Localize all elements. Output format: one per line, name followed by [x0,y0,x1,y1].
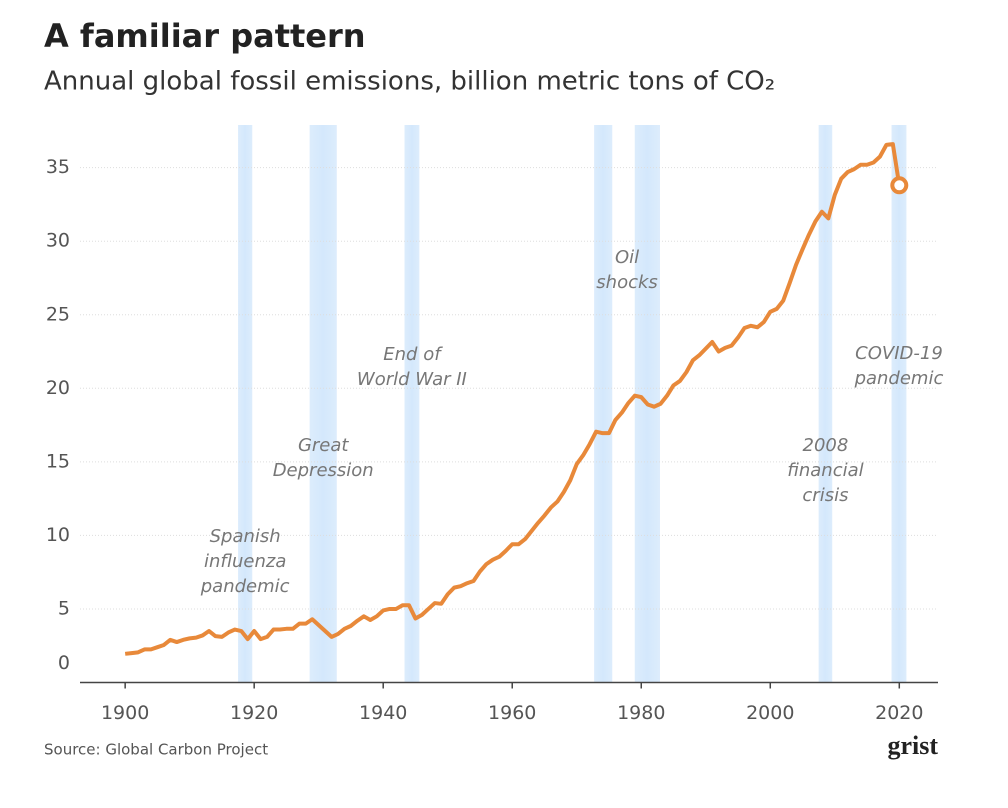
annotation: influenza [204,551,286,572]
plot-area: 0 5 10 15 20 25 30 35 Spanish influenza pandemic Gr… [46,125,944,724]
x-tick-label: 2020 [875,702,923,724]
x-tick-label: 1900 [101,702,149,724]
end-marker [890,176,909,195]
annotation: financial [787,460,863,481]
annotation: Oil [615,247,639,268]
emissions-line [124,142,902,656]
x-tick-label: 1980 [617,702,665,724]
annotation: COVID-19 [855,343,943,364]
chart-title: A familiar pattern [44,17,366,55]
y-tick-label: 5 [58,597,70,619]
y-tick-label: 35 [46,156,70,178]
event-band-edge [404,125,420,683]
y-tick-label: 25 [46,303,70,325]
x-tick-label: 1940 [359,702,407,724]
annotation: World War II [357,369,467,390]
annotation: crisis [802,485,848,506]
annotation: Spanish [210,526,281,547]
annotation: Great [298,435,349,456]
y-tick-label: 20 [46,377,70,399]
event-band-edge [594,125,613,683]
event-band-edge [309,125,337,683]
y-tick-label: 0 [58,652,70,674]
chart-subtitle: Annual global fossil emissions, billion … [44,67,775,97]
annotation: End of [383,344,443,365]
annotation: pandemic [854,368,944,389]
logo: grist [887,731,938,760]
event-band-edge [818,125,833,683]
event-band-edge [891,125,907,683]
y-tick-label: 10 [46,524,70,546]
annotation: pandemic [200,576,290,597]
x-tick-label: 2000 [746,702,794,724]
annotation: 2008 [803,435,849,456]
annotation: shocks [596,272,658,293]
x-tick-label: 1920 [230,702,278,724]
source: Source: Global Carbon Project [44,741,268,759]
event-band-edge [238,125,253,683]
x-tick-label: 1960 [488,702,536,724]
annotation: Depression [273,460,374,481]
y-tick-label: 30 [46,230,70,252]
y-tick-label: 15 [46,450,70,472]
